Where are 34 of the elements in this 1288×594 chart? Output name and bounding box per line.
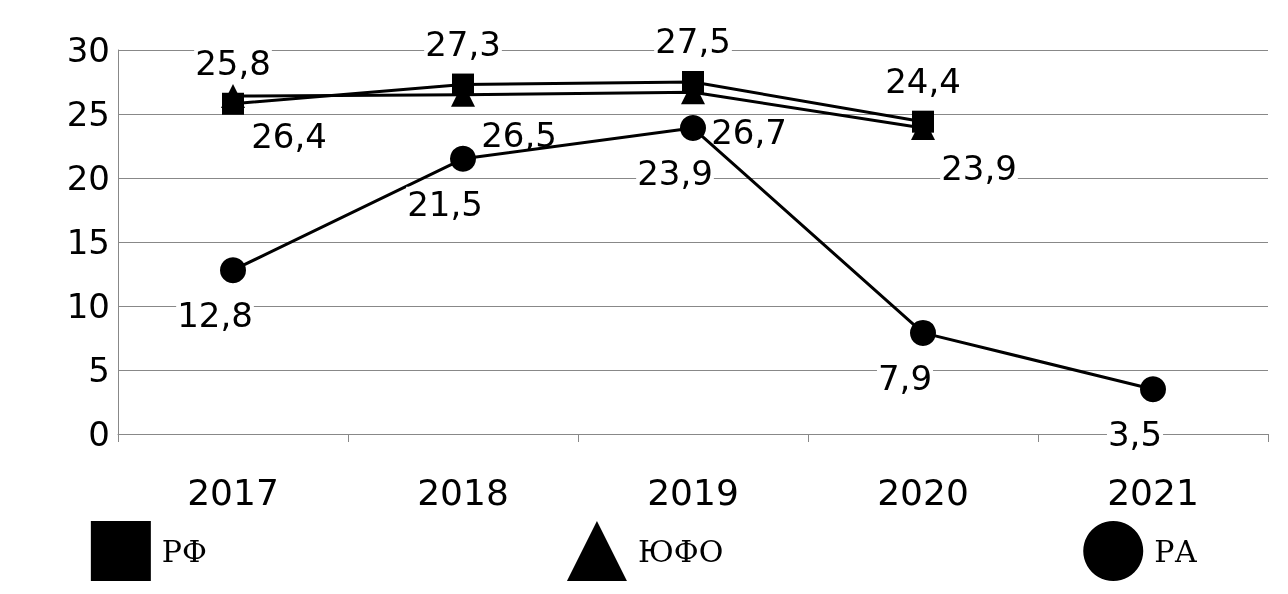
data-label: 26,5 (481, 114, 557, 155)
y-tick-label: 10 (66, 286, 110, 326)
data-label: 25,8 (195, 42, 271, 83)
point (220, 257, 246, 284)
data-label: 21,5 (407, 183, 483, 224)
legend-label: РФ (161, 533, 207, 569)
point (910, 319, 936, 346)
y-tick-label: 5 (88, 350, 110, 390)
data-label: 27,3 (425, 23, 501, 64)
legend-label: РА (1154, 533, 1198, 569)
data-label: 23,9 (941, 148, 1017, 189)
x-tick-label: 2018 (417, 471, 509, 513)
data-label: 3,5 (1107, 414, 1163, 455)
point (221, 84, 245, 109)
data-label: 27,5 (655, 21, 731, 61)
y-tick-label: 20 (66, 158, 110, 198)
point (1140, 376, 1166, 403)
data-label: 26,7 (711, 112, 787, 153)
x-tick-label: 2021 (1107, 471, 1199, 513)
x-tick-label: 2017 (187, 471, 279, 513)
y-tick-label: 30 (66, 30, 110, 70)
data-label: 12,8 (177, 295, 253, 336)
point (450, 145, 476, 172)
data-label: 24,4 (885, 60, 961, 101)
legend-label: ЮФО (637, 533, 724, 569)
y-tick-label: 25 (66, 94, 110, 134)
x-tick-label: 2019 (647, 471, 739, 513)
y-tick-label: 15 (66, 222, 110, 262)
y-tick-label: 0 (88, 414, 110, 454)
data-label: 26,4 (251, 116, 327, 157)
x-tick-label: 2020 (877, 471, 969, 513)
data-label: 23,9 (637, 153, 713, 194)
data-label: 7,9 (877, 357, 933, 398)
point (680, 115, 706, 142)
